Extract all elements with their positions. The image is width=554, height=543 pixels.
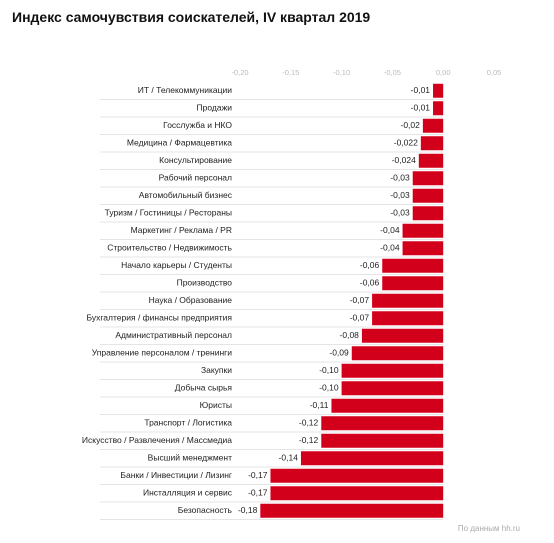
source-note: По данным hh.ru [458, 524, 520, 533]
bar [382, 258, 444, 273]
value-label: -0,01 [411, 103, 431, 113]
bar [402, 223, 444, 238]
category-label: Безопасность [178, 505, 233, 515]
value-label: -0,04 [380, 225, 400, 235]
category-label: Добыча сырья [175, 383, 233, 393]
category-label: Консультирование [159, 155, 232, 165]
category-label: Инсталляция и сервис [143, 488, 233, 498]
bar [372, 293, 444, 308]
value-label: -0,01 [411, 85, 431, 95]
bar [260, 503, 444, 518]
category-label: Наука / Образование [149, 295, 233, 305]
value-label: -0,17 [248, 488, 268, 498]
bar [420, 136, 444, 151]
value-label: -0,022 [394, 138, 418, 148]
bar [418, 153, 444, 168]
bar [300, 451, 444, 466]
bar [321, 416, 444, 431]
value-label: -0,14 [279, 453, 299, 463]
x-tick-label: 0,00 [436, 68, 451, 77]
value-label: -0,03 [390, 190, 410, 200]
value-label: -0,03 [390, 173, 410, 183]
value-label: -0,03 [390, 208, 410, 218]
bar [270, 486, 444, 501]
bar [422, 118, 444, 133]
value-label: -0,17 [248, 470, 268, 480]
bar [341, 363, 444, 378]
bar [402, 241, 444, 256]
value-label: -0,024 [392, 155, 416, 165]
value-label: -0,10 [319, 365, 339, 375]
category-label: Бухгалтерия / финансы предприятия [86, 313, 232, 323]
category-label: Юристы [200, 400, 232, 410]
category-label: ИТ / Телекоммуникации [138, 85, 232, 95]
value-label: -0,12 [299, 418, 319, 428]
bar [412, 171, 444, 186]
value-label: -0,02 [401, 120, 421, 130]
bar [433, 101, 444, 116]
value-label: -0,10 [319, 383, 339, 393]
value-label: -0,12 [299, 435, 319, 445]
category-label: Туризм / Гостиницы / Рестораны [105, 208, 232, 218]
category-label: Продажи [197, 103, 233, 113]
value-label: -0,06 [360, 260, 380, 270]
category-label: Искусство / Развлечения / Массмедиа [82, 435, 232, 445]
category-label: Управление персоналом / тренинги [92, 348, 232, 358]
bar [321, 433, 444, 448]
category-label: Рабочий персонал [159, 173, 232, 183]
category-label: Производство [177, 278, 233, 288]
x-tick-label: 0,05 [487, 68, 502, 77]
bar [341, 381, 444, 396]
bar [433, 83, 444, 98]
value-label: -0,07 [350, 295, 370, 305]
category-label: Высший менеджмент [148, 453, 232, 463]
category-label: Медицина / Фармацевтика [127, 138, 232, 148]
category-label: Административный персонал [115, 330, 232, 340]
x-tick-label: -0,20 [231, 68, 248, 77]
value-label: -0,06 [360, 278, 380, 288]
bar [351, 346, 444, 361]
bar [412, 206, 444, 221]
category-label: Транспорт / Логистика [144, 418, 232, 428]
bar [412, 188, 444, 203]
value-label: -0,11 [310, 400, 329, 410]
value-label: -0,07 [350, 313, 370, 323]
category-label: Строительство / Недвижимость [107, 243, 232, 253]
category-label: Банки / Инвестиции / Лизинг [120, 470, 232, 480]
bar [372, 311, 444, 326]
bar [331, 398, 444, 413]
value-label: -0,18 [238, 505, 258, 515]
x-tick-label: -0,10 [333, 68, 350, 77]
bar [361, 328, 444, 343]
value-label: -0,04 [380, 243, 400, 253]
value-label: -0,08 [340, 330, 360, 340]
category-label: Госслужба и НКО [163, 120, 232, 130]
x-tick-label: -0,05 [384, 68, 401, 77]
bar [382, 276, 444, 291]
chart-title: Индекс самочувствия соискателей, IV квар… [12, 9, 370, 25]
category-label: Маркетинг / Реклама / PR [131, 225, 232, 235]
category-label: Закупки [201, 365, 232, 375]
bar [270, 468, 444, 483]
category-label: Начало карьеры / Студенты [121, 260, 232, 270]
value-label: -0,09 [329, 348, 349, 358]
category-label: Автомобильный бизнес [139, 190, 233, 200]
x-tick-label: -0,15 [282, 68, 299, 77]
